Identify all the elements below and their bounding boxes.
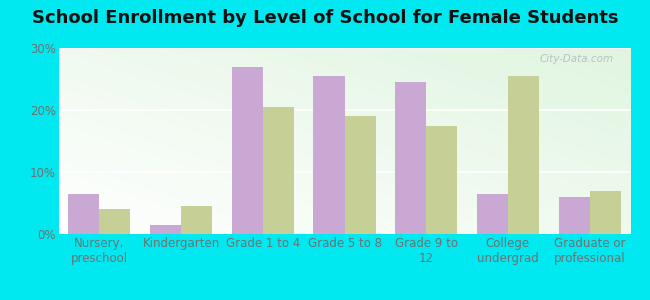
Bar <box>313 76 345 234</box>
Bar <box>477 194 508 234</box>
Bar <box>426 125 457 234</box>
Bar <box>68 194 99 234</box>
Bar <box>344 116 376 234</box>
Bar <box>590 190 621 234</box>
Text: School Enrollment by Level of School for Female Students: School Enrollment by Level of School for… <box>32 9 618 27</box>
Bar <box>395 82 426 234</box>
Bar <box>558 197 590 234</box>
Bar <box>99 209 131 234</box>
Bar <box>232 67 263 234</box>
Bar <box>263 107 294 234</box>
Bar <box>508 76 539 234</box>
Bar <box>150 225 181 234</box>
Text: City-Data.com: City-Data.com <box>540 54 614 64</box>
Bar <box>181 206 212 234</box>
